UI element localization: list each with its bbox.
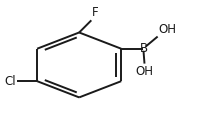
Text: OH: OH (159, 23, 177, 36)
Text: OH: OH (136, 65, 153, 78)
Text: Cl: Cl (4, 75, 16, 88)
Text: F: F (92, 6, 99, 19)
Text: B: B (139, 42, 147, 55)
